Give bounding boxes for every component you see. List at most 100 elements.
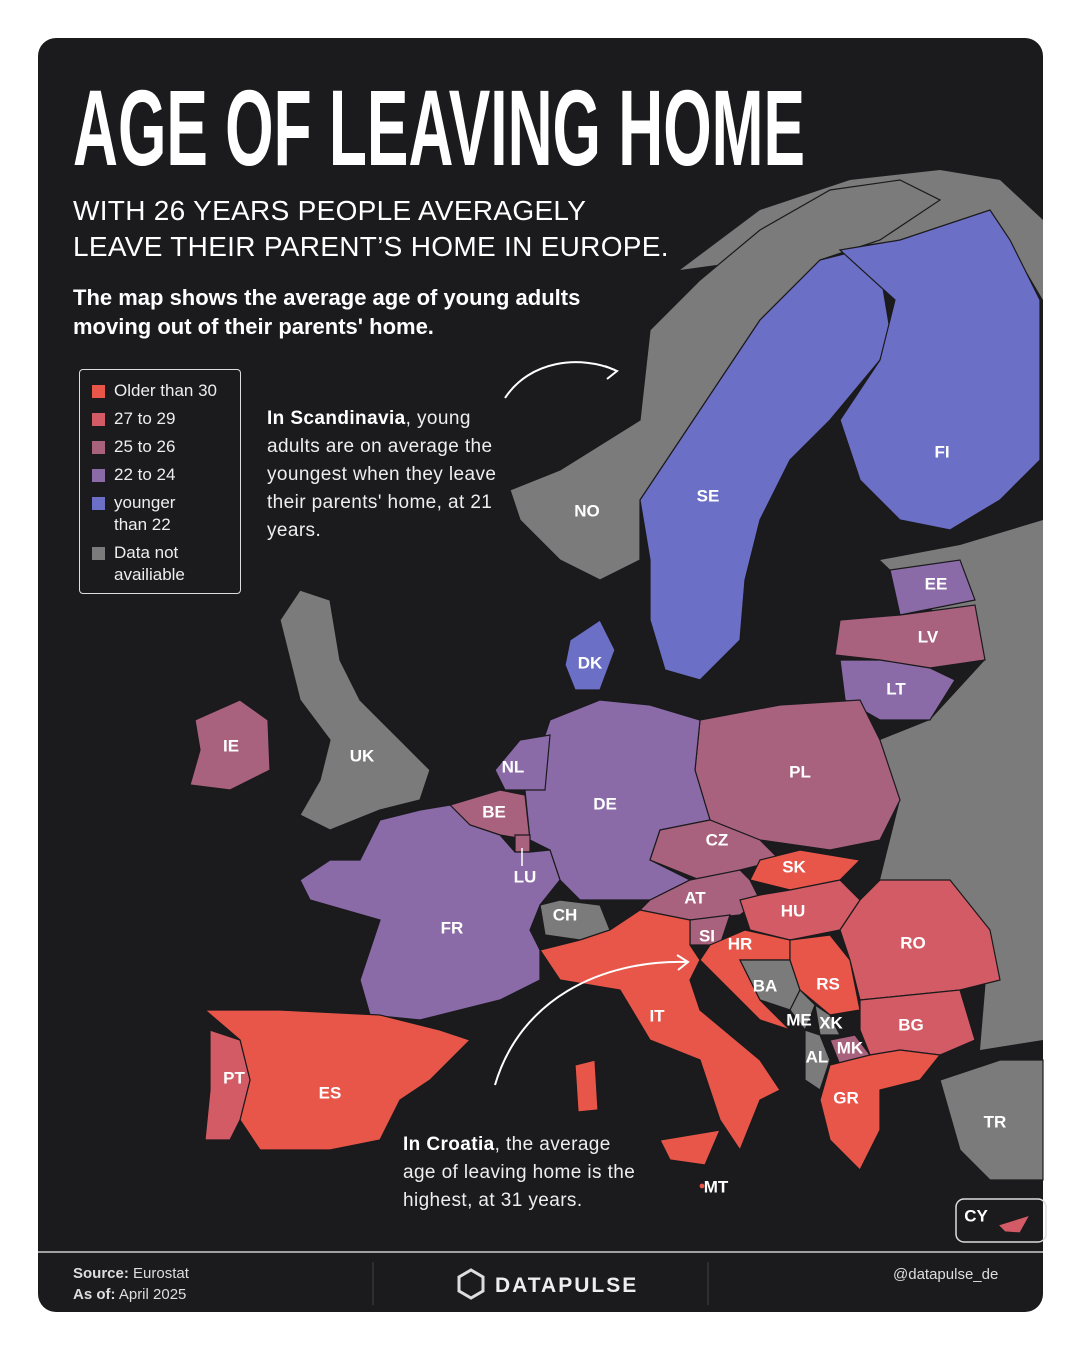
country	[834, 604, 986, 669]
country-label: PT	[223, 1068, 245, 1087]
country	[539, 909, 781, 1152]
country-label: HU	[781, 901, 806, 920]
annotation-lead: In Scandinavia	[267, 408, 406, 429]
country	[494, 734, 551, 791]
arrow	[504, 361, 616, 399]
legend-label: Data not availiable	[114, 543, 185, 584]
legend-item: Older than 30	[92, 380, 228, 402]
country-label: ME	[786, 1010, 812, 1029]
date-value: April 2025	[118, 1286, 187, 1303]
title: AGE OF LEAVING HOME	[73, 67, 805, 188]
country-label: DE	[593, 794, 617, 813]
legend-swatch	[92, 385, 105, 398]
country	[814, 1003, 841, 1036]
country-label: IE	[223, 736, 239, 755]
country	[804, 1029, 831, 1091]
arrow-head	[604, 365, 619, 380]
subtitle: WITH 26 YEARS PEOPLE AVERAGELY	[73, 195, 587, 226]
country-label: TR	[984, 1112, 1007, 1131]
annotation-text: , young adults are on average the younge…	[267, 408, 497, 541]
source-label: Source:	[73, 1265, 129, 1282]
country-label: NL	[502, 757, 525, 776]
country-label: IT	[649, 1006, 665, 1025]
country	[789, 934, 861, 1016]
country-label: LU	[514, 867, 537, 886]
country	[574, 1059, 599, 1113]
country-label: SI	[699, 926, 715, 945]
subtitle: LEAVE THEIR PARENT’S HOME IN EUROPE.	[73, 231, 669, 262]
cy-inset	[955, 1198, 1047, 1243]
country-label: AT	[684, 888, 706, 907]
legend-item: 25 to 26	[92, 436, 228, 458]
country-label: ES	[319, 1083, 342, 1102]
country	[838, 209, 1041, 531]
legend-item: 27 to 29	[92, 408, 228, 430]
legend-label: younger than 22	[114, 493, 176, 534]
annotation-lead: In Croatia	[403, 1134, 495, 1155]
description: The map shows the average age of young a…	[73, 285, 581, 339]
country-label: MK	[837, 1038, 864, 1057]
countries	[189, 179, 1044, 1234]
country-label: MT	[704, 1177, 729, 1196]
country-label: AL	[806, 1047, 829, 1066]
country-label: EE	[925, 574, 948, 593]
handle: @datapulse_de	[893, 1266, 999, 1283]
annotation-text: , the average age of leaving home is the…	[403, 1134, 636, 1211]
legend-swatch	[92, 547, 105, 560]
brand: DATAPULSE	[495, 1274, 638, 1297]
annotation: In Scandinavia, young adults are on aver…	[267, 405, 507, 545]
logo-icon	[457, 1268, 485, 1300]
country-label: CZ	[706, 830, 729, 849]
country	[204, 1029, 251, 1141]
country-label: LV	[918, 627, 939, 646]
country-label: RS	[816, 974, 840, 993]
country-label: CY	[964, 1206, 988, 1225]
country	[299, 804, 561, 1021]
country	[939, 1059, 1044, 1181]
arrow-head	[676, 954, 690, 971]
country-label: SK	[782, 857, 806, 876]
country-label: FI	[934, 442, 949, 461]
country-label: DK	[578, 653, 603, 672]
legend-item: 22 to 24	[92, 464, 228, 486]
legend: Older than 30 27 to 29 25 to 26 22 to 24 you…	[79, 369, 241, 594]
country	[839, 879, 1001, 1001]
country-label: PL	[789, 762, 811, 781]
source-value: Eurostat	[133, 1265, 189, 1282]
country-label: XK	[819, 1013, 843, 1032]
legend-swatch	[92, 497, 105, 510]
country-label: LT	[886, 679, 906, 698]
legend-swatch	[92, 413, 105, 426]
country	[698, 1182, 706, 1190]
country-label: NO	[574, 501, 600, 520]
country	[279, 589, 431, 831]
country-label: RO	[900, 933, 926, 952]
legend-label: 25 to 26	[114, 437, 176, 456]
country	[819, 1049, 942, 1172]
country-label: UK	[350, 746, 375, 765]
country-label: BG	[898, 1015, 924, 1034]
country	[189, 699, 271, 791]
country-label: HR	[728, 934, 753, 953]
date-label: As of:	[73, 1286, 116, 1303]
country-labels: NO SE FI DK EE LV LT PL DE NL BE LU FR IE UK CZ SK AT CH HU…	[223, 442, 1006, 1225]
legend-label: Older than 30	[114, 381, 218, 400]
legend-swatch	[92, 469, 105, 482]
country	[889, 559, 976, 616]
legend-item: Data not availiable	[92, 542, 228, 586]
country	[996, 1213, 1032, 1234]
legend-label: 27 to 29	[114, 409, 176, 428]
annotation: In Croatia, the average age of leaving h…	[403, 1131, 643, 1215]
country	[564, 619, 616, 691]
country-label: FR	[441, 918, 464, 937]
legend-swatch	[92, 441, 105, 454]
source: Source: Eurostat As of: April 2025	[73, 1263, 189, 1305]
arrow	[494, 960, 687, 1086]
country-label: GR	[833, 1088, 859, 1107]
legend-label: 22 to 24	[114, 465, 176, 484]
country	[659, 1129, 721, 1166]
country-label: BA	[753, 976, 778, 995]
country-label: CH	[553, 905, 578, 924]
